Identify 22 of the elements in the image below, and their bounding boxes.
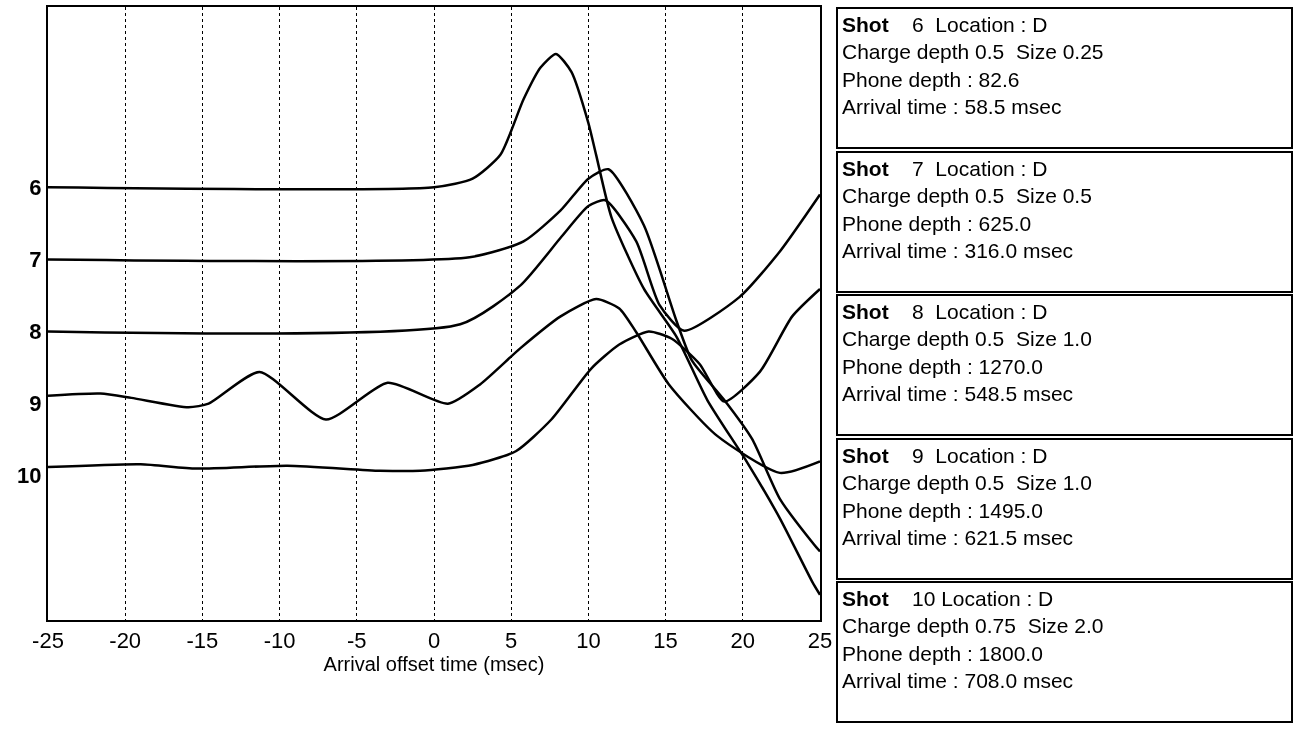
x-tick-label: 15 [653,628,678,654]
x-tick-label: -15 [186,628,219,654]
x-axis-title: Arrival offset time (msec) [323,653,545,676]
x-tick-label: 25 [807,628,833,654]
y-tick-label: 6 [29,174,42,200]
x-tick-label: 0 [427,628,441,654]
y-tick-label: 10 [17,463,42,489]
text: Shot 10 Location : D Charge depth 0.75 Size 2.0 Phone depth : 1800.0 Arrival time : 708.0 msec [842,587,1104,692]
y-tick-label: 8 [29,319,42,345]
y-tick-label: 7 [29,247,42,273]
x-tick-label: 10 [576,628,601,654]
text: Shot 6 Location : D Charge depth 0.5 Size 0.25 Phone depth : 82.6 Arrival time : 58.5 msec [842,13,1104,118]
x-tick-label: -10 [263,628,296,654]
x-tick-label: -25 [32,628,64,654]
text: Shot 9 Location : D Charge depth 0.5 Size 1.0 Phone depth : 1495.0 Arrival time : 621.5 msec [842,444,1092,549]
y-tick-label: 9 [29,391,42,417]
x-tick-label: 5 [505,628,518,654]
x-tick-label: -5 [347,628,367,654]
x-tick-label: 20 [730,628,756,654]
text: Shot 7 Location : D Charge depth 0.5 Size 0.5 Phone depth : 625.0 Arrival time : 316.0 msec [842,157,1092,262]
x-tick-label: -20 [109,628,142,654]
text: Shot 8 Location : D Charge depth 0.5 Size 1.0 Phone depth : 1270.0 Arrival time : 548.5 msec [842,300,1092,405]
